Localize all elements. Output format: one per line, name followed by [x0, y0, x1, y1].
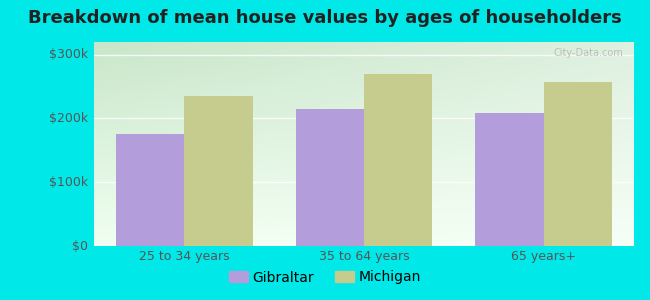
Text: $0: $0 [72, 239, 88, 253]
Bar [364, 74, 432, 246]
Text: City-Data.com: City-Data.com [553, 48, 623, 58]
Legend: Gibraltar, Michigan: Gibraltar, Michigan [224, 265, 426, 290]
Text: $100k: $100k [49, 176, 88, 189]
Bar [184, 96, 252, 246]
Bar [296, 109, 364, 246]
Bar [116, 134, 184, 246]
Bar [476, 113, 544, 246]
Bar [544, 82, 612, 246]
Text: Breakdown of mean house values by ages of householders: Breakdown of mean house values by ages o… [28, 9, 622, 27]
Text: $200k: $200k [49, 112, 88, 125]
Text: $300k: $300k [49, 48, 88, 61]
